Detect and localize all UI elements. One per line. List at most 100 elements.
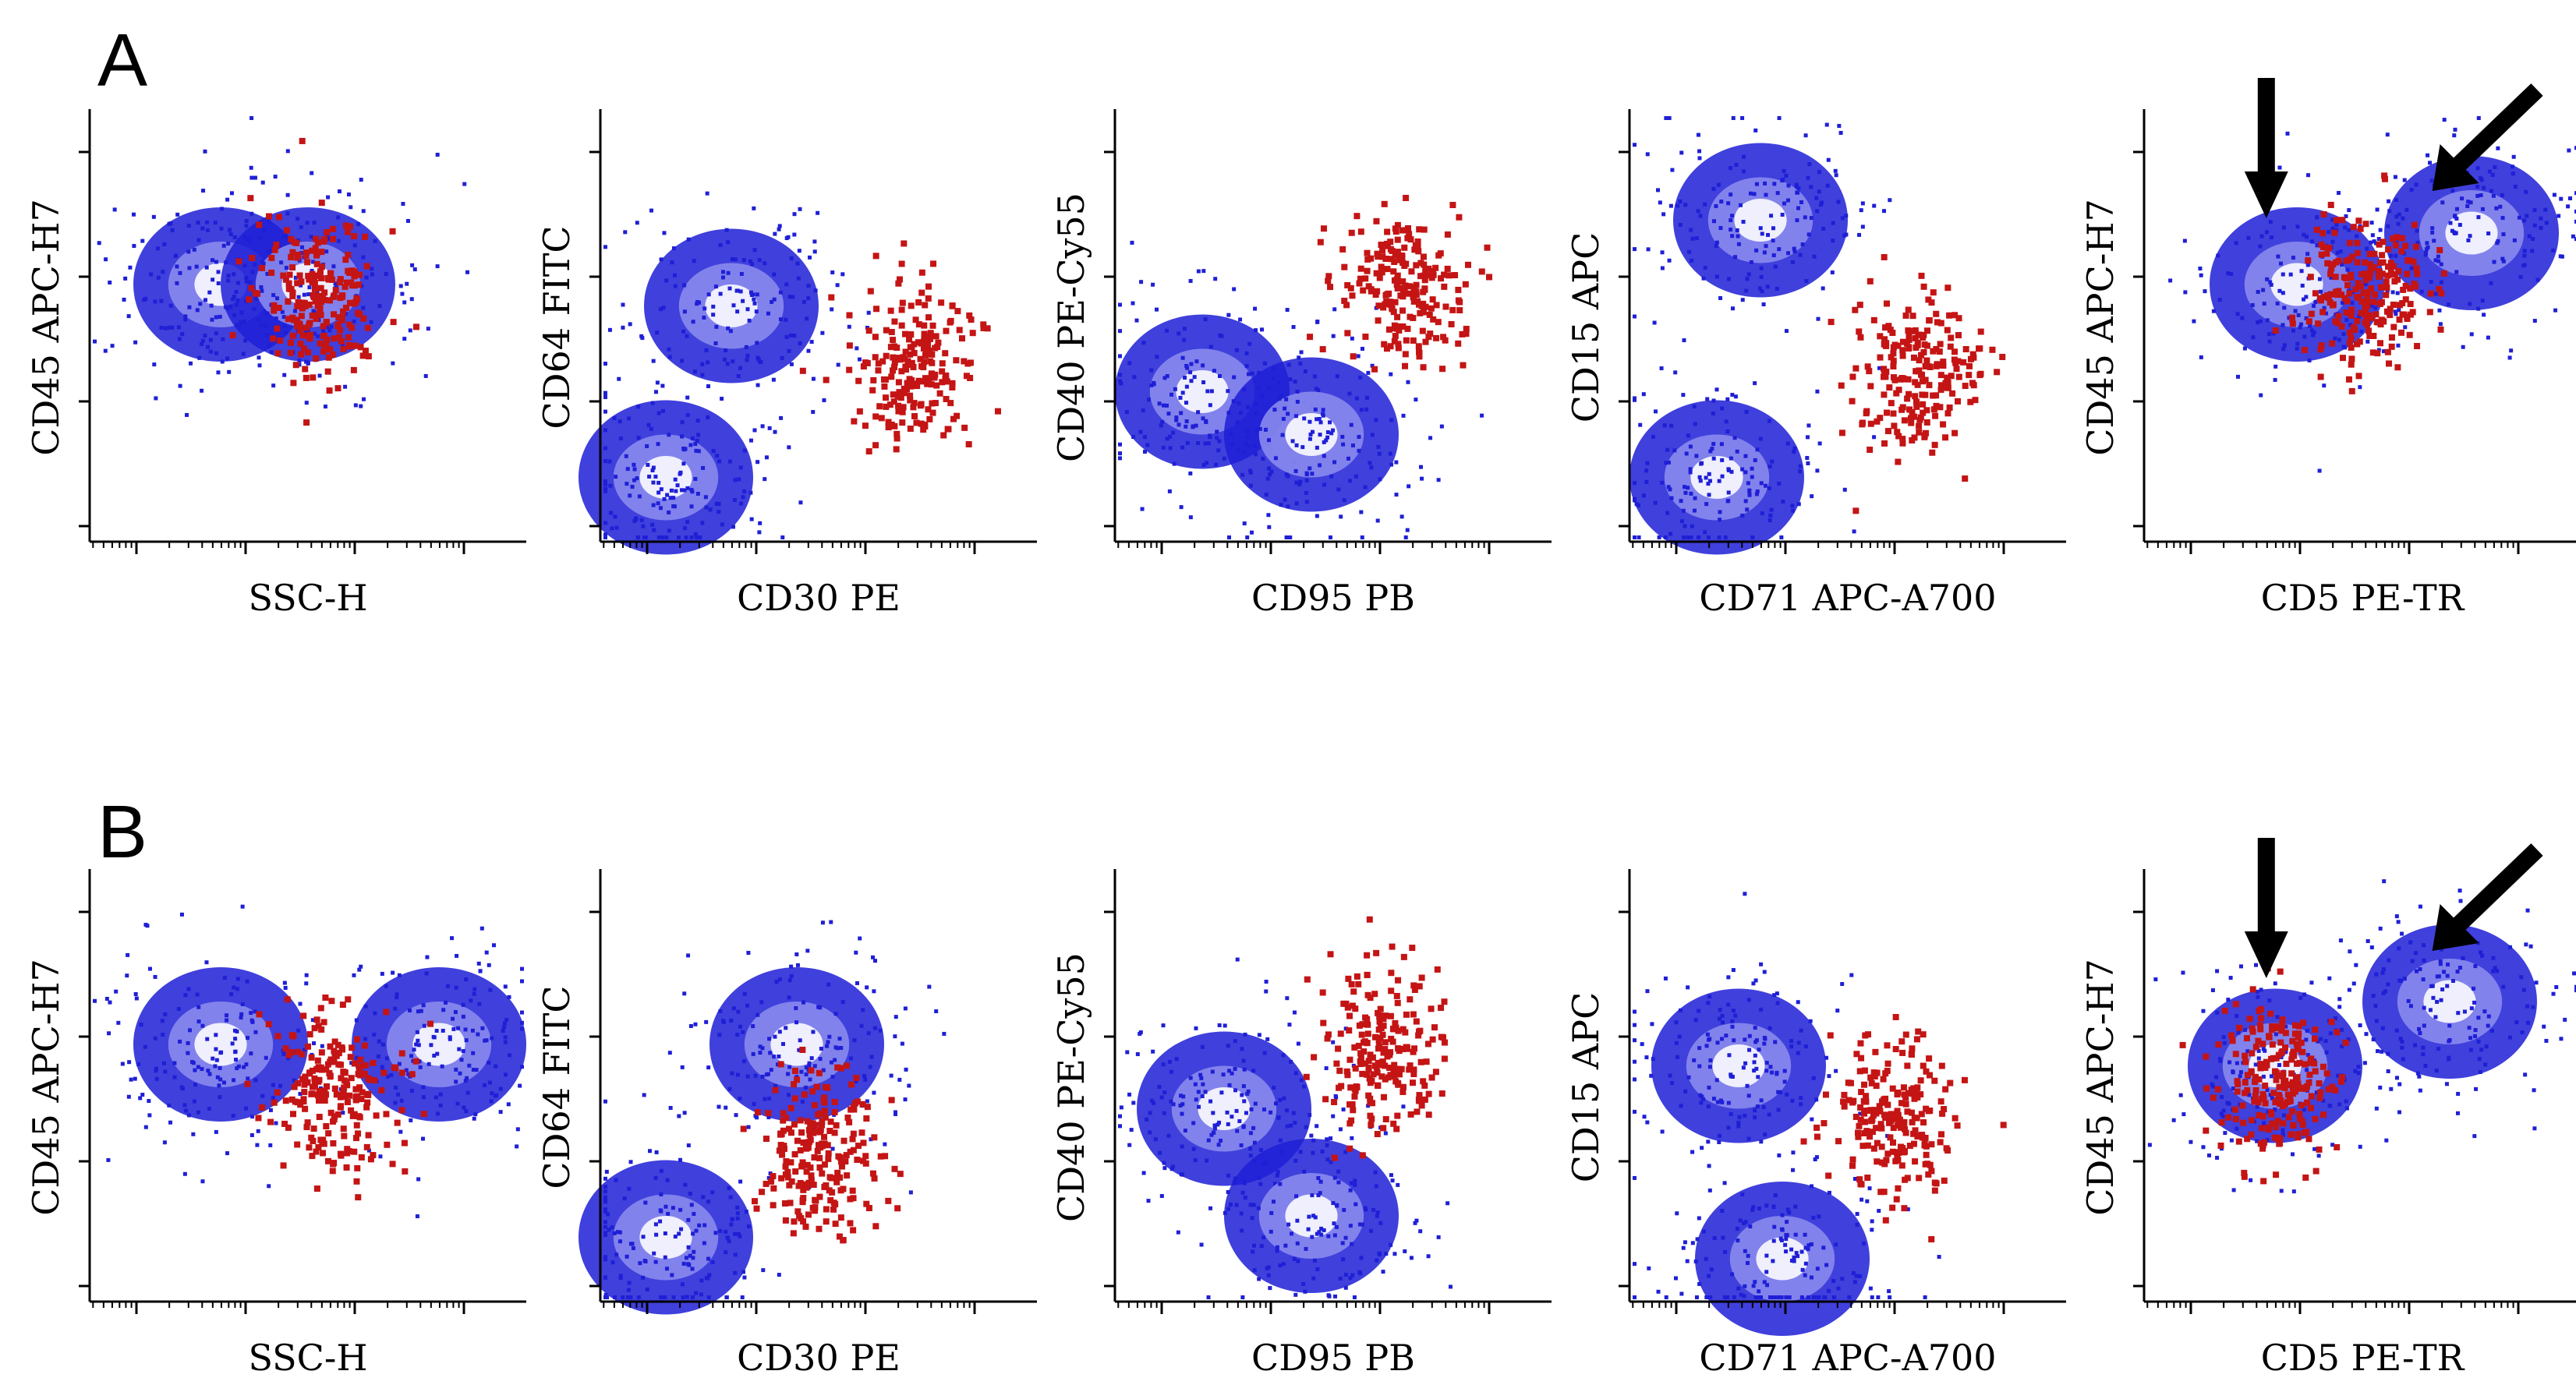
event-dot [1657, 535, 1661, 539]
highlight-event [1367, 1112, 1374, 1119]
highlight-event [356, 311, 363, 318]
event-dot [425, 955, 430, 959]
event-dot [451, 1026, 456, 1031]
highlight-event [910, 404, 917, 411]
event-dot [1764, 1270, 1769, 1274]
event-dot [455, 953, 459, 958]
event-dot [1794, 1250, 1799, 1255]
highlight-event [901, 390, 908, 397]
event-dot [1872, 203, 1877, 208]
highlight-event [300, 1096, 307, 1103]
event-dot [250, 1115, 255, 1119]
event-dot [1793, 1232, 1798, 1237]
event-dot [1199, 1076, 1204, 1080]
event-dot [1746, 1253, 1750, 1258]
highlight-event [1360, 1039, 1367, 1046]
highlight-event [1414, 243, 1421, 250]
event-dot [609, 511, 614, 515]
event-dot [110, 344, 115, 348]
event-dot [1707, 1085, 1711, 1090]
highlight-event [899, 299, 906, 306]
highlight-event [1414, 298, 1421, 305]
highlight-event [316, 1114, 323, 1121]
event-dot [2397, 212, 2401, 217]
event-dot [2475, 166, 2480, 171]
event-dot [192, 1099, 196, 1104]
event-dot [185, 412, 189, 417]
event-dot [1692, 508, 1697, 513]
event-dot [178, 270, 182, 275]
event-dot [667, 1051, 672, 1055]
event-dot [830, 270, 835, 275]
event-dot [861, 1008, 865, 1012]
event-dot [1838, 130, 1843, 135]
event-dot [2574, 191, 2576, 196]
highlight-event [2349, 253, 2356, 260]
highlight-event [797, 1117, 804, 1124]
event-dot [1685, 1259, 1690, 1263]
event-dot [2291, 256, 2295, 260]
event-dot [412, 267, 417, 272]
highlight-event [310, 1137, 317, 1144]
event-dot [1368, 1228, 1373, 1233]
event-dot [2302, 232, 2306, 237]
highlight-event [929, 400, 936, 407]
event-dot [200, 388, 204, 393]
event-dot [746, 1125, 751, 1129]
highlight-event [1394, 999, 1401, 1006]
event-dot [773, 231, 777, 236]
event-dot [733, 1270, 738, 1275]
highlight-event [1419, 327, 1426, 334]
event-dot [702, 315, 706, 320]
event-dot [718, 291, 723, 296]
highlight-event [2363, 316, 2370, 323]
highlight-event [1392, 225, 1399, 232]
highlight-event [1916, 422, 1923, 429]
event-dot [2317, 468, 2322, 473]
event-dot [1637, 535, 1641, 539]
event-dot [603, 395, 607, 400]
event-dot [1754, 248, 1759, 253]
event-dot [459, 1058, 464, 1062]
event-dot [2507, 355, 2512, 360]
event-dot [1291, 325, 1296, 330]
event-dot [380, 1065, 384, 1069]
event-dot [1808, 1019, 1813, 1023]
event-dot [1298, 361, 1303, 366]
event-dot [2468, 200, 2473, 205]
event-dot [752, 428, 757, 433]
event-dot [1209, 1132, 1214, 1137]
event-dot [779, 317, 784, 322]
highlight-event [2410, 258, 2417, 265]
highlight-event [911, 400, 918, 407]
event-dot [612, 416, 617, 421]
event-dot [125, 973, 129, 978]
event-dot [253, 262, 257, 267]
highlight-event [803, 1184, 810, 1191]
highlight-event [1411, 246, 1418, 253]
event-dot [797, 249, 801, 253]
highlight-event [894, 1205, 901, 1212]
highlight-event [1393, 281, 1400, 288]
event-dot [1332, 307, 1337, 312]
event-dot [2234, 241, 2238, 246]
event-dot [464, 977, 469, 981]
event-dot [163, 326, 168, 330]
event-dot [1767, 1295, 1772, 1299]
event-dot [1257, 1033, 1261, 1037]
event-dot [1840, 982, 1845, 987]
background-population [579, 191, 871, 555]
event-dot [685, 486, 690, 490]
event-dot [1304, 500, 1309, 504]
event-dot [1436, 478, 1441, 482]
event-dot [2454, 216, 2459, 221]
event-dot [1118, 373, 1122, 377]
event-dot [679, 1227, 684, 1231]
highlight-event [1877, 333, 1884, 340]
highlight-event [347, 1054, 354, 1061]
highlight-event [1944, 410, 1951, 417]
event-dot [242, 1065, 246, 1069]
event-dot [727, 1239, 731, 1244]
highlight-event [344, 1082, 351, 1089]
